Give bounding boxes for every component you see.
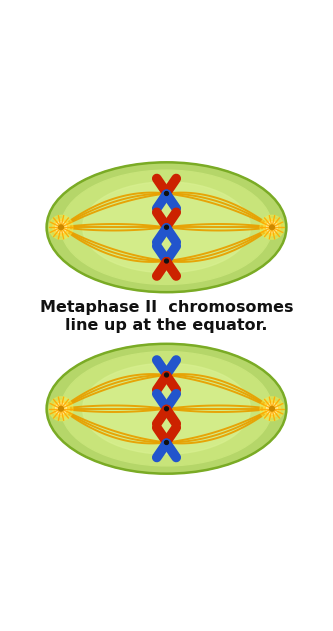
- Ellipse shape: [47, 344, 286, 474]
- Ellipse shape: [83, 363, 250, 454]
- Circle shape: [165, 225, 168, 229]
- Ellipse shape: [83, 182, 250, 273]
- Circle shape: [49, 397, 73, 421]
- Ellipse shape: [270, 406, 274, 411]
- Circle shape: [165, 373, 168, 377]
- Circle shape: [165, 407, 168, 411]
- Ellipse shape: [59, 406, 63, 411]
- Ellipse shape: [47, 162, 286, 292]
- Circle shape: [165, 259, 168, 263]
- Ellipse shape: [61, 351, 272, 466]
- Circle shape: [267, 222, 277, 233]
- Text: Metaphase II  chromosomes
line up at the equator.: Metaphase II chromosomes line up at the …: [40, 300, 293, 333]
- Circle shape: [53, 219, 69, 235]
- Circle shape: [49, 215, 73, 239]
- Circle shape: [56, 403, 66, 414]
- Circle shape: [264, 400, 280, 417]
- Ellipse shape: [59, 225, 63, 230]
- Circle shape: [165, 440, 168, 444]
- Circle shape: [260, 215, 284, 239]
- Ellipse shape: [61, 170, 272, 285]
- Circle shape: [53, 400, 69, 417]
- Circle shape: [56, 222, 66, 233]
- Circle shape: [260, 397, 284, 421]
- Circle shape: [267, 403, 277, 414]
- Circle shape: [264, 219, 280, 235]
- Ellipse shape: [270, 225, 274, 230]
- Circle shape: [165, 192, 168, 196]
